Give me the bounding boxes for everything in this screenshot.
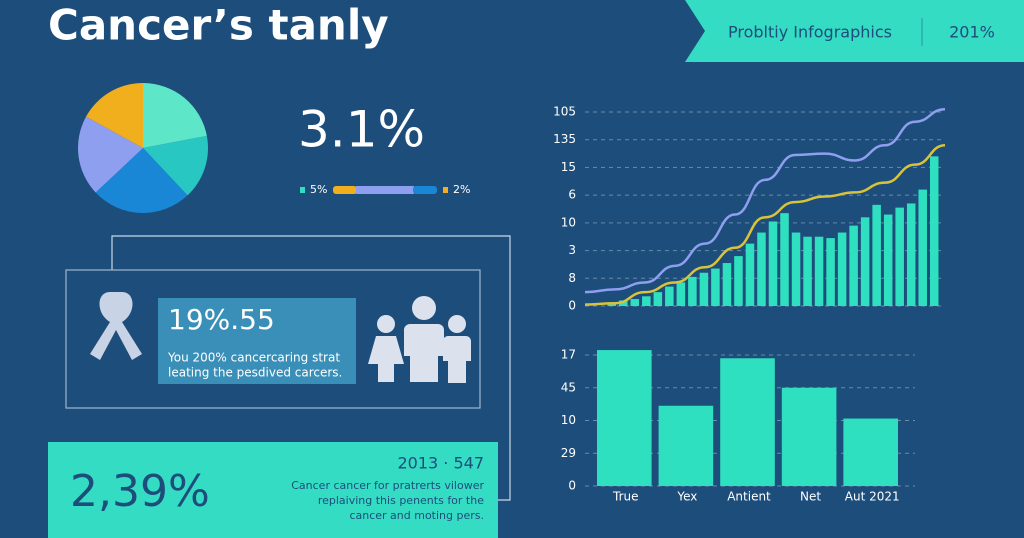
bar [895,207,904,306]
bar [658,405,714,486]
bar [653,292,663,306]
y-tick-label: 29 [561,446,576,460]
card-value: 19%.55 [168,303,275,336]
pie-slice [86,83,143,148]
bar [676,282,686,306]
line [584,107,946,294]
legend-bar [333,186,357,194]
bar [803,236,812,306]
bar [597,350,652,486]
bar [883,214,893,306]
bar [906,203,916,306]
y-tick-label: 0 [568,479,576,493]
x-tick-label: Aut 2021 [845,490,900,504]
bar [688,276,697,306]
bar [826,238,835,306]
legend-label: 5% [310,183,327,196]
x-tick-label: Antient [727,490,771,504]
bar [699,272,709,306]
bar [837,232,847,306]
bar [630,299,640,306]
card-line: You 200% cancercaring strat [167,351,340,365]
ribbon-icon [90,292,142,360]
bar [918,189,927,306]
bottom-line: replaiving this penents for the [318,494,484,507]
connector [111,235,511,501]
bar [791,232,801,306]
y-tick-label: 105 [553,105,576,119]
x-tick-label: Yex [676,490,697,504]
bar [872,204,881,306]
bar [849,225,858,306]
y-tick-label: 6 [568,188,576,202]
bar [860,217,870,306]
bar [757,232,766,306]
y-tick-label: 15 [561,160,576,174]
bar [843,418,898,486]
bottom-line: cancer and moting pers. [349,509,484,522]
legend-bar [356,186,414,194]
bar [642,296,651,306]
pie-slice [143,135,209,196]
bar [781,387,837,486]
bar [780,213,789,306]
bottom-value: 2,39% [70,466,210,517]
pie-slice [78,116,143,193]
legend-bar [413,186,437,194]
pie-slice [143,83,207,148]
bottom-line: Cancer cancer for pratrerts vilower [291,479,484,492]
bar [607,303,617,306]
card-line: leating the pesdived carcers. [168,366,342,380]
y-tick-label: 10 [561,413,576,427]
y-tick-label: 3 [568,243,576,257]
tag-text: Probltiy Infographics [728,23,892,42]
bar [619,300,628,306]
bar [814,236,824,306]
bar [711,268,720,306]
line [584,144,946,306]
x-tick-label: True [612,490,639,504]
bar [734,256,743,306]
legend-label: 2% [453,183,470,196]
y-tick-label: 10 [561,215,576,229]
tag-value: 201% [949,23,995,42]
y-tick-label: 45 [561,380,576,394]
legend-swatch [443,187,448,193]
tag-ribbon [685,0,1024,62]
card-frame [65,269,481,409]
bar [720,358,775,486]
title: Cancer’s tanly [48,1,389,50]
x-tick-label: Net [800,490,821,504]
y-tick-label: 135 [553,132,576,146]
bar [665,286,674,306]
legend-swatch [300,187,305,193]
bar [929,156,939,306]
bar [768,221,778,306]
bottom-card [48,442,498,538]
people-icon [368,296,471,383]
pie-slice [95,148,188,213]
y-tick-label: 8 [568,271,576,285]
bar [745,243,755,306]
bar [722,263,732,306]
y-tick-label: 0 [568,299,576,313]
y-tick-label: 17 [561,348,576,362]
card [158,298,356,384]
bottom-date: 2013 · 547 [397,454,484,473]
stat-value: 3.1% [298,101,425,159]
